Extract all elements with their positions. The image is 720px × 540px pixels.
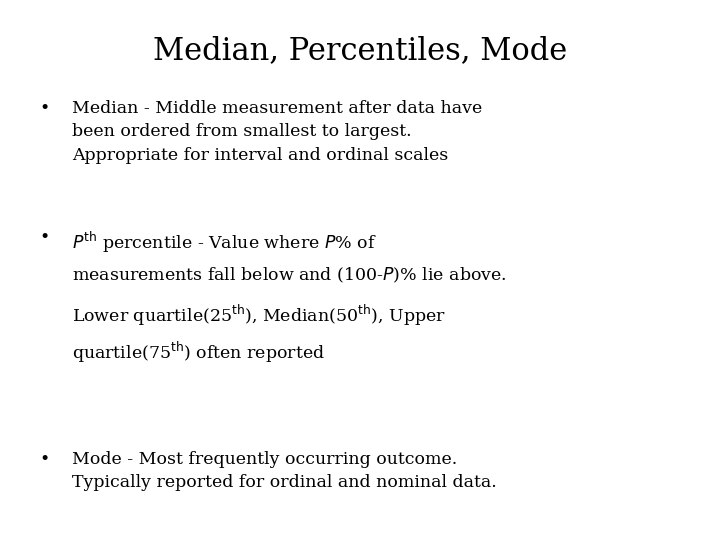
Text: $P^{\rm th}$ percentile - Value where $P$% of: $P^{\rm th}$ percentile - Value where $P…: [72, 230, 377, 255]
Text: measurements fall below and (100-$P$)% lie above.: measurements fall below and (100-$P$)% l…: [72, 266, 507, 286]
Text: •: •: [40, 100, 50, 117]
Text: Median, Percentiles, Mode: Median, Percentiles, Mode: [153, 35, 567, 66]
Text: •: •: [40, 230, 50, 246]
Text: quartile(75$^{\rm th}$) often reported: quartile(75$^{\rm th}$) often reported: [72, 340, 325, 365]
Text: Lower quartile(25$^{\rm th}$), Median(50$^{\rm th}$), Upper: Lower quartile(25$^{\rm th}$), Median(50…: [72, 303, 446, 328]
Text: Mode - Most frequently occurring outcome.
Typically reported for ordinal and nom: Mode - Most frequently occurring outcome…: [72, 451, 497, 491]
Text: Median - Middle measurement after data have
been ordered from smallest to larges: Median - Middle measurement after data h…: [72, 100, 482, 164]
Text: •: •: [40, 451, 50, 468]
